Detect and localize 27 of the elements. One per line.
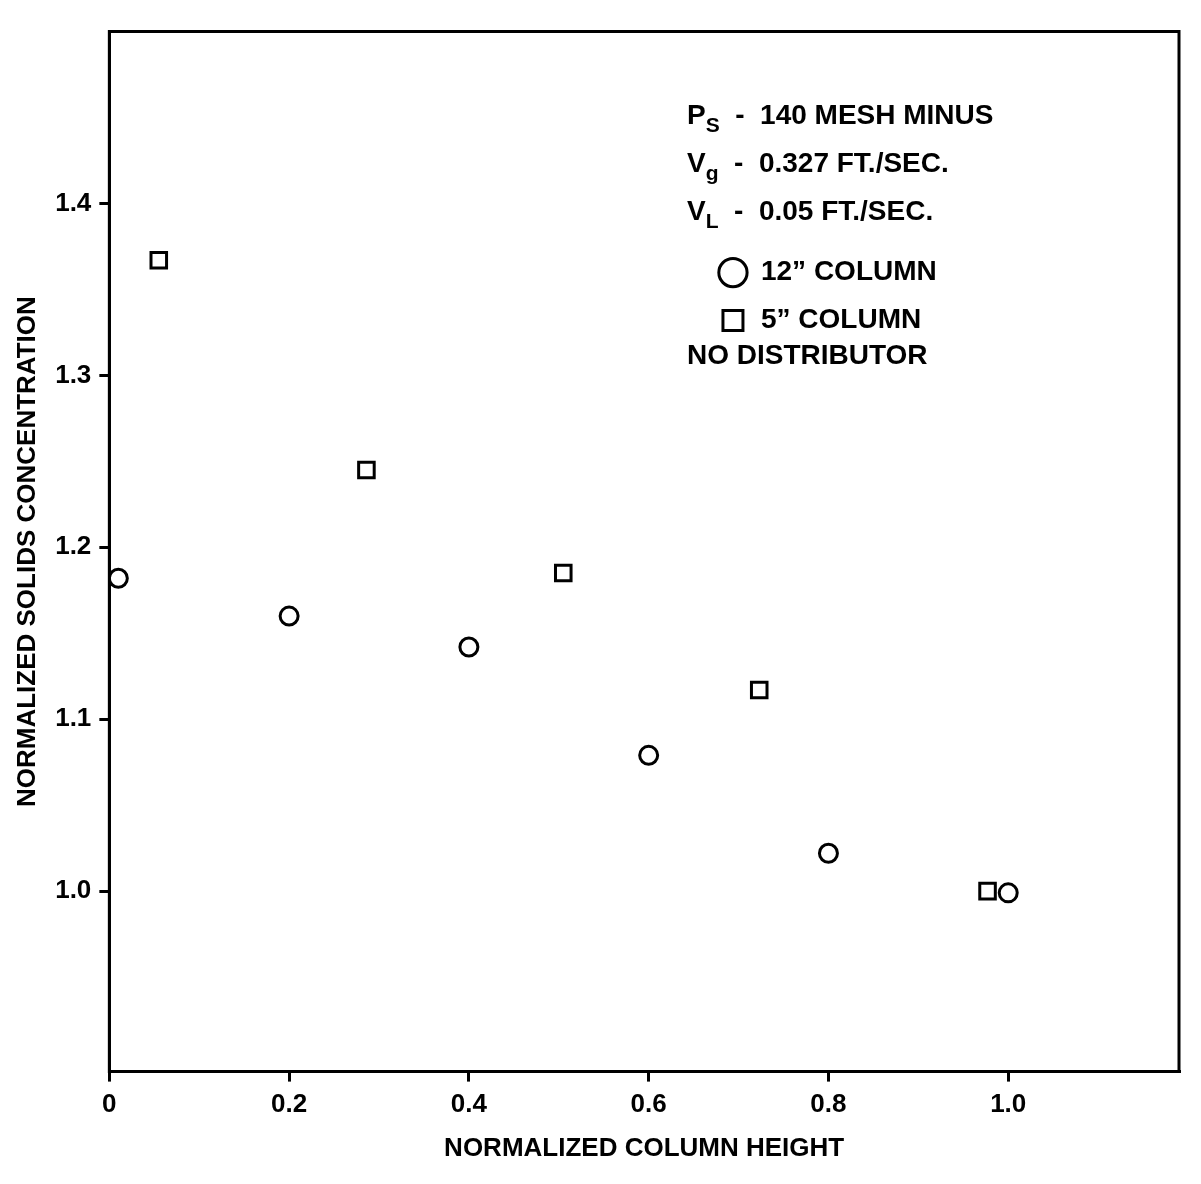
annotation: NO DISTRIBUTOR [686,339,928,371]
point [978,881,997,901]
legend-label: 5” COLUMN [760,303,922,335]
legend-label: 12” COLUMN [760,255,937,287]
x-tick-label: 0.8 [810,1088,847,1119]
point [817,842,839,864]
point [997,882,1019,904]
y-tick-label: 1.3 [55,358,92,389]
x-tick-label: 0 [102,1088,117,1119]
x-axis-title: NORMALIZED COLUMN HEIGHT [444,1131,845,1162]
point [109,567,129,589]
point [458,636,480,658]
point [554,563,573,583]
x-tick-label: 0.4 [450,1088,488,1119]
y-axis-title: NORMALIZED SOLIDS CONCENTRATION [10,296,41,808]
point [149,250,169,270]
y-tick-label: 1.0 [55,874,92,905]
y-tick-label: 1.1 [55,702,92,733]
y-tick-label: 1.4 [55,186,92,217]
x-tick-label: 1.0 [990,1088,1027,1119]
point [278,605,300,627]
y-tick-label: 1.2 [55,530,92,561]
point [749,680,769,700]
x-tick-label: 0.2 [271,1088,308,1119]
point [357,460,376,480]
x-tick-label: 0.6 [630,1088,667,1119]
point [638,744,660,766]
